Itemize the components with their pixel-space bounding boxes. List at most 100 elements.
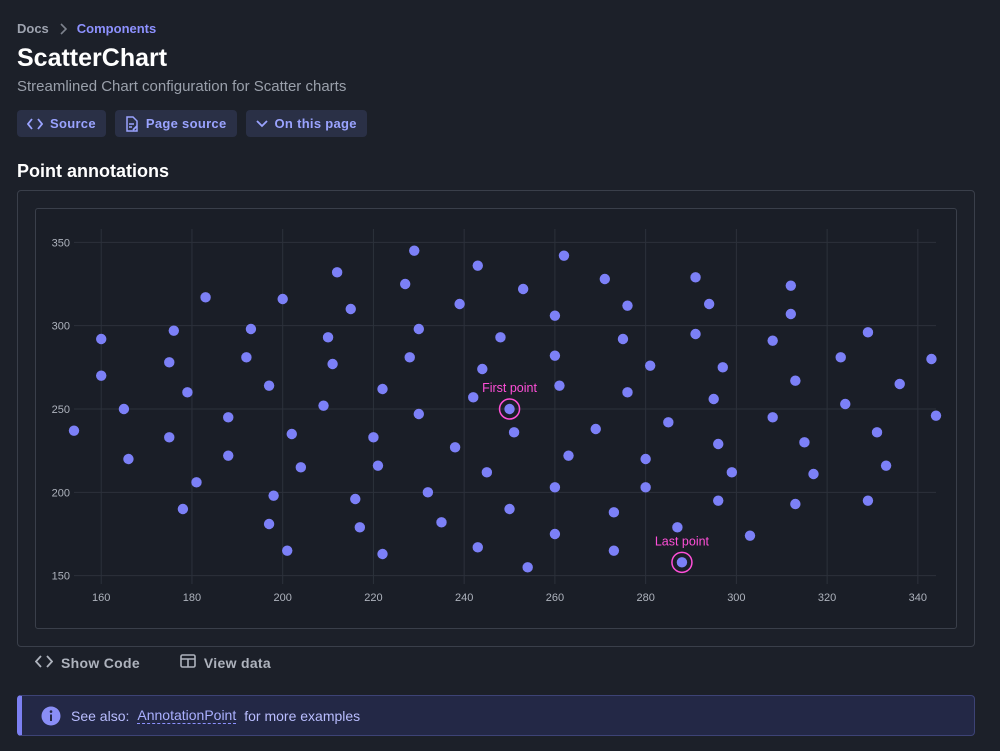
header-button-row: Source Page source On this page [17, 110, 367, 137]
scatter-point [68, 425, 80, 436]
scatter-point [345, 303, 356, 315]
scatter-point [767, 412, 778, 423]
scatter-point [277, 293, 288, 305]
code-icon [27, 117, 43, 130]
scatter-point [563, 450, 574, 461]
x-tick-label: 180 [183, 592, 201, 604]
scatter-point [368, 432, 379, 443]
on-this-page-button[interactable]: On this page [245, 110, 367, 137]
section-title: Point annotations [17, 161, 169, 181]
scatter-point [413, 323, 424, 335]
show-code-button[interactable]: Show Code [34, 654, 140, 671]
scatter-chart: 150 200 250 300 350 160 180 200 220 240 260 280 300 3… [52, 229, 942, 604]
view-data-label: View data [203, 654, 271, 671]
scatter-point [703, 298, 715, 310]
scatter-point [177, 503, 189, 515]
callout-suffix: for more examples [244, 707, 361, 724]
scatter-point [599, 273, 611, 285]
page-subtitle: Streamlined Chart configuration for Scat… [17, 78, 347, 95]
scatter-point [263, 518, 275, 530]
scatter-point [840, 398, 851, 410]
annotation-ring [671, 551, 693, 574]
page-source-button[interactable]: Page source [114, 110, 237, 137]
scatter-point [399, 278, 411, 290]
y-tick-label: 150 [52, 571, 70, 583]
scatter-point [785, 280, 797, 291]
scatter-point [644, 360, 656, 371]
scatter-point [504, 503, 515, 515]
scatter-point [472, 260, 483, 271]
source-button[interactable]: Source [17, 110, 106, 137]
scatter-point [549, 310, 561, 321]
y-tick-label: 300 [52, 321, 70, 333]
scatter-point [96, 333, 107, 345]
scatter-point [744, 530, 756, 541]
table-icon [180, 654, 196, 671]
scatter-point [617, 333, 629, 345]
scatter-point [454, 298, 465, 310]
scatter-point [377, 383, 388, 395]
x-tick-label: 240 [455, 592, 473, 604]
see-also-callout: See also: AnnotationPoint for more examp… [17, 695, 975, 736]
y-tick-label: 350 [52, 237, 70, 249]
code-icon [34, 654, 54, 671]
scatter-point [286, 428, 297, 440]
view-data-button[interactable]: View data [180, 654, 271, 671]
file-edit-icon [125, 115, 139, 132]
scatter-point [549, 482, 561, 493]
scatter-point [182, 387, 193, 398]
scatter-point [164, 357, 175, 368]
scatter-point [554, 380, 565, 391]
scatter-point [268, 490, 279, 501]
scatter-point [930, 410, 942, 421]
scatter-point [608, 545, 620, 556]
example-actions: Show Code View data [34, 654, 271, 671]
page-source-button-label: Page source [145, 116, 227, 131]
annotation-label: First point [482, 381, 537, 395]
scatter-point [672, 522, 683, 533]
chevron-right-icon [59, 22, 67, 35]
scatter-point [504, 403, 515, 415]
annotation-ring [498, 398, 521, 420]
scatter-point [245, 323, 257, 335]
x-tick-label: 280 [636, 592, 654, 604]
scatter-point [354, 522, 366, 533]
x-tick-label: 300 [727, 592, 745, 604]
scatter-point [717, 362, 728, 373]
scatter-point [96, 370, 107, 381]
scatter-point [413, 408, 424, 420]
annotation-point-link[interactable]: AnnotationPoint [137, 707, 237, 724]
x-tick-label: 220 [364, 592, 382, 604]
scatter-point [436, 517, 447, 528]
scatter-point [517, 283, 529, 295]
scatter-point [327, 358, 338, 370]
scatter-point [862, 495, 874, 506]
breadcrumb-current[interactable]: Components [76, 21, 157, 36]
source-button-label: Source [50, 116, 96, 131]
scatter-point [726, 467, 738, 478]
scatter-point [350, 493, 361, 505]
scatter-point [558, 250, 570, 261]
scatter-point [200, 292, 211, 303]
scatter-point [477, 363, 488, 375]
scatter-point [191, 477, 202, 488]
scatter-point [622, 387, 633, 398]
scatter-point [790, 375, 801, 386]
scatter-point [295, 462, 307, 473]
scatter-point [495, 332, 506, 343]
on-this-page-button-label: On this page [274, 116, 357, 131]
scatter-point [322, 332, 334, 343]
scatter-point [372, 460, 384, 471]
scatter-point [708, 393, 719, 405]
breadcrumb-docs-link[interactable]: Docs [17, 21, 49, 36]
scatter-point [640, 482, 651, 493]
scatter-point [118, 403, 130, 415]
x-tick-label: 340 [909, 592, 927, 604]
scatter-point [640, 453, 651, 465]
scatter-point [377, 548, 388, 560]
scatter-point [790, 498, 801, 510]
scatter-point [549, 350, 561, 361]
scatter-point [164, 432, 175, 443]
scatter-point [282, 545, 293, 556]
annotation-label: Last point [655, 534, 710, 548]
